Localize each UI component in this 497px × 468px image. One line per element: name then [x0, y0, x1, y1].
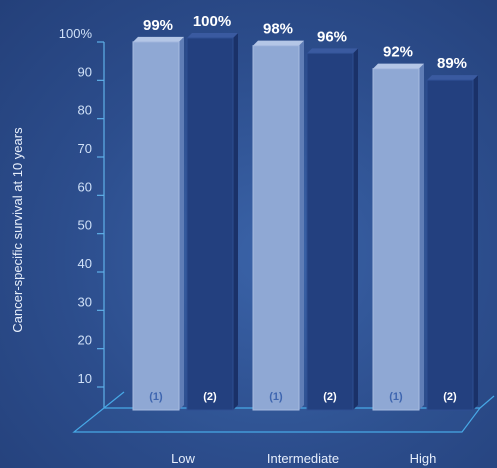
chart-floor-back-left: [103, 391, 125, 409]
series-tag-low-2: (2): [203, 391, 217, 403]
bar-top-high-1: [373, 63, 424, 69]
value-label-low-2: 100%: [193, 13, 231, 30]
value-labels: 99% 100% 98% 96% 92% 89%: [143, 13, 467, 72]
series-tag-high-1: (1): [389, 391, 403, 403]
y-tick-label: 20: [78, 333, 92, 348]
y-tick-label: 80: [78, 103, 92, 118]
y-axis-label: Cancer-specific survival at 10 years: [10, 127, 25, 333]
bar-low-series-1: [132, 41, 180, 411]
series-tag-intermediate-1: (1): [269, 391, 283, 403]
bar-side-intermediate-1: [299, 40, 304, 411]
category-label-low: Low: [171, 451, 195, 466]
bar-group: (1) (2) (1) (2) (1) (2): [132, 33, 478, 411]
bar-high-series-2: [426, 79, 474, 411]
y-tick-label: 50: [78, 218, 92, 233]
bar-side-low-2: [233, 33, 238, 410]
y-tick-label: 30: [78, 294, 92, 309]
x-axis-categories: Low Intermediate High: [171, 451, 436, 466]
bar-low-series-2: [186, 37, 234, 411]
bar-top-intermediate-2: [307, 48, 358, 54]
bar-intermediate-series-2: [306, 52, 354, 411]
y-tick-label: 70: [78, 141, 92, 156]
bar-top-low-2: [187, 33, 238, 38]
value-label-high-1: 92%: [383, 44, 413, 61]
value-label-low-1: 99%: [143, 17, 173, 34]
y-tick-label: 60: [78, 179, 92, 194]
bar-top-low-1: [133, 36, 184, 42]
category-label-high: High: [410, 451, 437, 466]
series-tag-high-2: (2): [443, 391, 457, 403]
y-tick-label: 40: [78, 256, 92, 271]
bar-top-high-2: [427, 75, 478, 81]
y-tick-label: 90: [78, 64, 92, 79]
category-label-intermediate: Intermediate: [267, 451, 339, 466]
series-tag-intermediate-2: (2): [323, 391, 337, 403]
series-tag-low-1: (1): [149, 391, 163, 403]
y-axis: 100% 90 80 70 60 50 40 30 20 10: [59, 26, 105, 408]
bar-side-intermediate-2: [353, 48, 358, 410]
chart-floor-outline: [72, 407, 482, 433]
bar-top-intermediate-1: [253, 40, 304, 46]
value-label-intermediate-1: 98%: [263, 21, 293, 38]
value-label-high-2: 89%: [437, 55, 467, 72]
y-tick-label: 10: [78, 371, 92, 386]
bar-intermediate-series-1: [252, 45, 300, 411]
chart-floor-back-right: [479, 395, 495, 409]
bar-side-high-2: [473, 75, 478, 411]
bar-high-series-1: [372, 68, 420, 411]
y-tick-label: 100%: [59, 26, 93, 41]
bar-side-high-1: [419, 63, 424, 411]
bar-side-low-1: [179, 36, 184, 410]
value-label-intermediate-2: 96%: [317, 28, 347, 45]
